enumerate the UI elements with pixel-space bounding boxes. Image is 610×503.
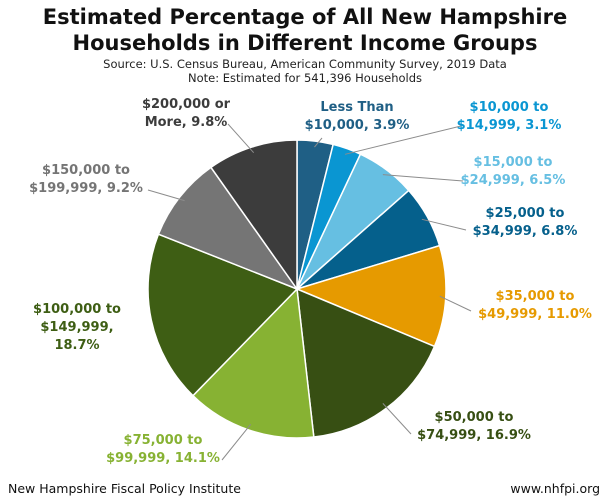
- slice-label-line: $199,999, 9.2%: [29, 181, 143, 196]
- slice-label-line: $50,000 to: [435, 410, 514, 425]
- slice-label: $75,000 to $99,999, 14.1%: [106, 433, 220, 466]
- slice-label-line: $14,999, 3.1%: [457, 118, 562, 133]
- slice-label-line: $75,000 to: [124, 433, 203, 448]
- slice-label-line: $149,999,: [40, 320, 113, 335]
- leader-line: [344, 125, 462, 155]
- footer-website[interactable]: www.nhfpi.org: [510, 481, 600, 496]
- slice-label-line: $10,000, 3.9%: [305, 118, 410, 133]
- slice-label-line: $15,000 to: [474, 155, 553, 170]
- slice-label-line: $35,000 to: [496, 289, 575, 304]
- chart-note: Note: Estimated for 541,396 Households: [187, 71, 423, 85]
- slice-label-line: $150,000 to: [42, 163, 130, 178]
- pie-slice: [157, 166, 300, 291]
- pie-slice: [294, 244, 447, 348]
- leader-line: [147, 189, 185, 202]
- slice-label-line: $99,999, 14.1%: [106, 451, 220, 466]
- slice-label: Less Than $10,000, 3.9%: [305, 100, 410, 133]
- pie-slice: [191, 287, 315, 439]
- chart-title-line-1: Estimated Percentage of All New Hampshir…: [42, 5, 568, 29]
- pie-slice: [209, 139, 298, 292]
- slice-label-line: $34,999, 6.8%: [473, 224, 578, 239]
- chart-title-line-2: Households in Different Income Groups: [72, 31, 538, 55]
- slice-label: $15,000 to $24,999, 6.5%: [461, 155, 566, 188]
- footer-organization: New Hampshire Fiscal Policy Institute: [8, 481, 241, 496]
- slice-label-line: 18.7%: [54, 338, 99, 353]
- pie-slice: [296, 287, 436, 438]
- slice-label: $50,000 to $74,999, 16.9%: [417, 410, 531, 443]
- slice-label-line: Less Than: [320, 100, 393, 115]
- slice-label-line: $74,999, 16.9%: [417, 428, 531, 443]
- slice-label: $100,000 to $149,999, 18.7%: [33, 302, 121, 353]
- slice-label-line: $49,999, 11.0%: [478, 307, 592, 322]
- leader-line: [382, 174, 464, 182]
- slice-label-line: $100,000 to: [33, 302, 121, 317]
- leader-line: [314, 137, 323, 148]
- slice-label-line: $10,000 to: [470, 100, 549, 115]
- leader-line: [227, 123, 255, 154]
- leader-line: [221, 423, 252, 461]
- chart-title: Estimated Percentage of All New Hampshir…: [0, 4, 610, 56]
- slice-label-line: More, 9.8%: [145, 115, 228, 130]
- slice-label: $10,000 to $14,999, 3.1%: [457, 100, 562, 133]
- leader-line: [439, 295, 472, 312]
- slice-label-line: $25,000 to: [486, 206, 565, 221]
- leader-line: [421, 218, 467, 231]
- slice-label: $200,000 or More, 9.8%: [142, 97, 231, 130]
- slice-label: $25,000 to $34,999, 6.8%: [473, 206, 578, 239]
- chart-source: Source: U.S. Census Bureau, American Com…: [103, 57, 507, 71]
- slice-label: $35,000 to $49,999, 11.0%: [478, 289, 592, 322]
- slice-label: $150,000 to $199,999, 9.2%: [29, 163, 143, 196]
- leader-line: [382, 403, 412, 435]
- slice-label-line: $24,999, 6.5%: [461, 173, 566, 188]
- slice-label-line: $200,000 or: [142, 97, 231, 112]
